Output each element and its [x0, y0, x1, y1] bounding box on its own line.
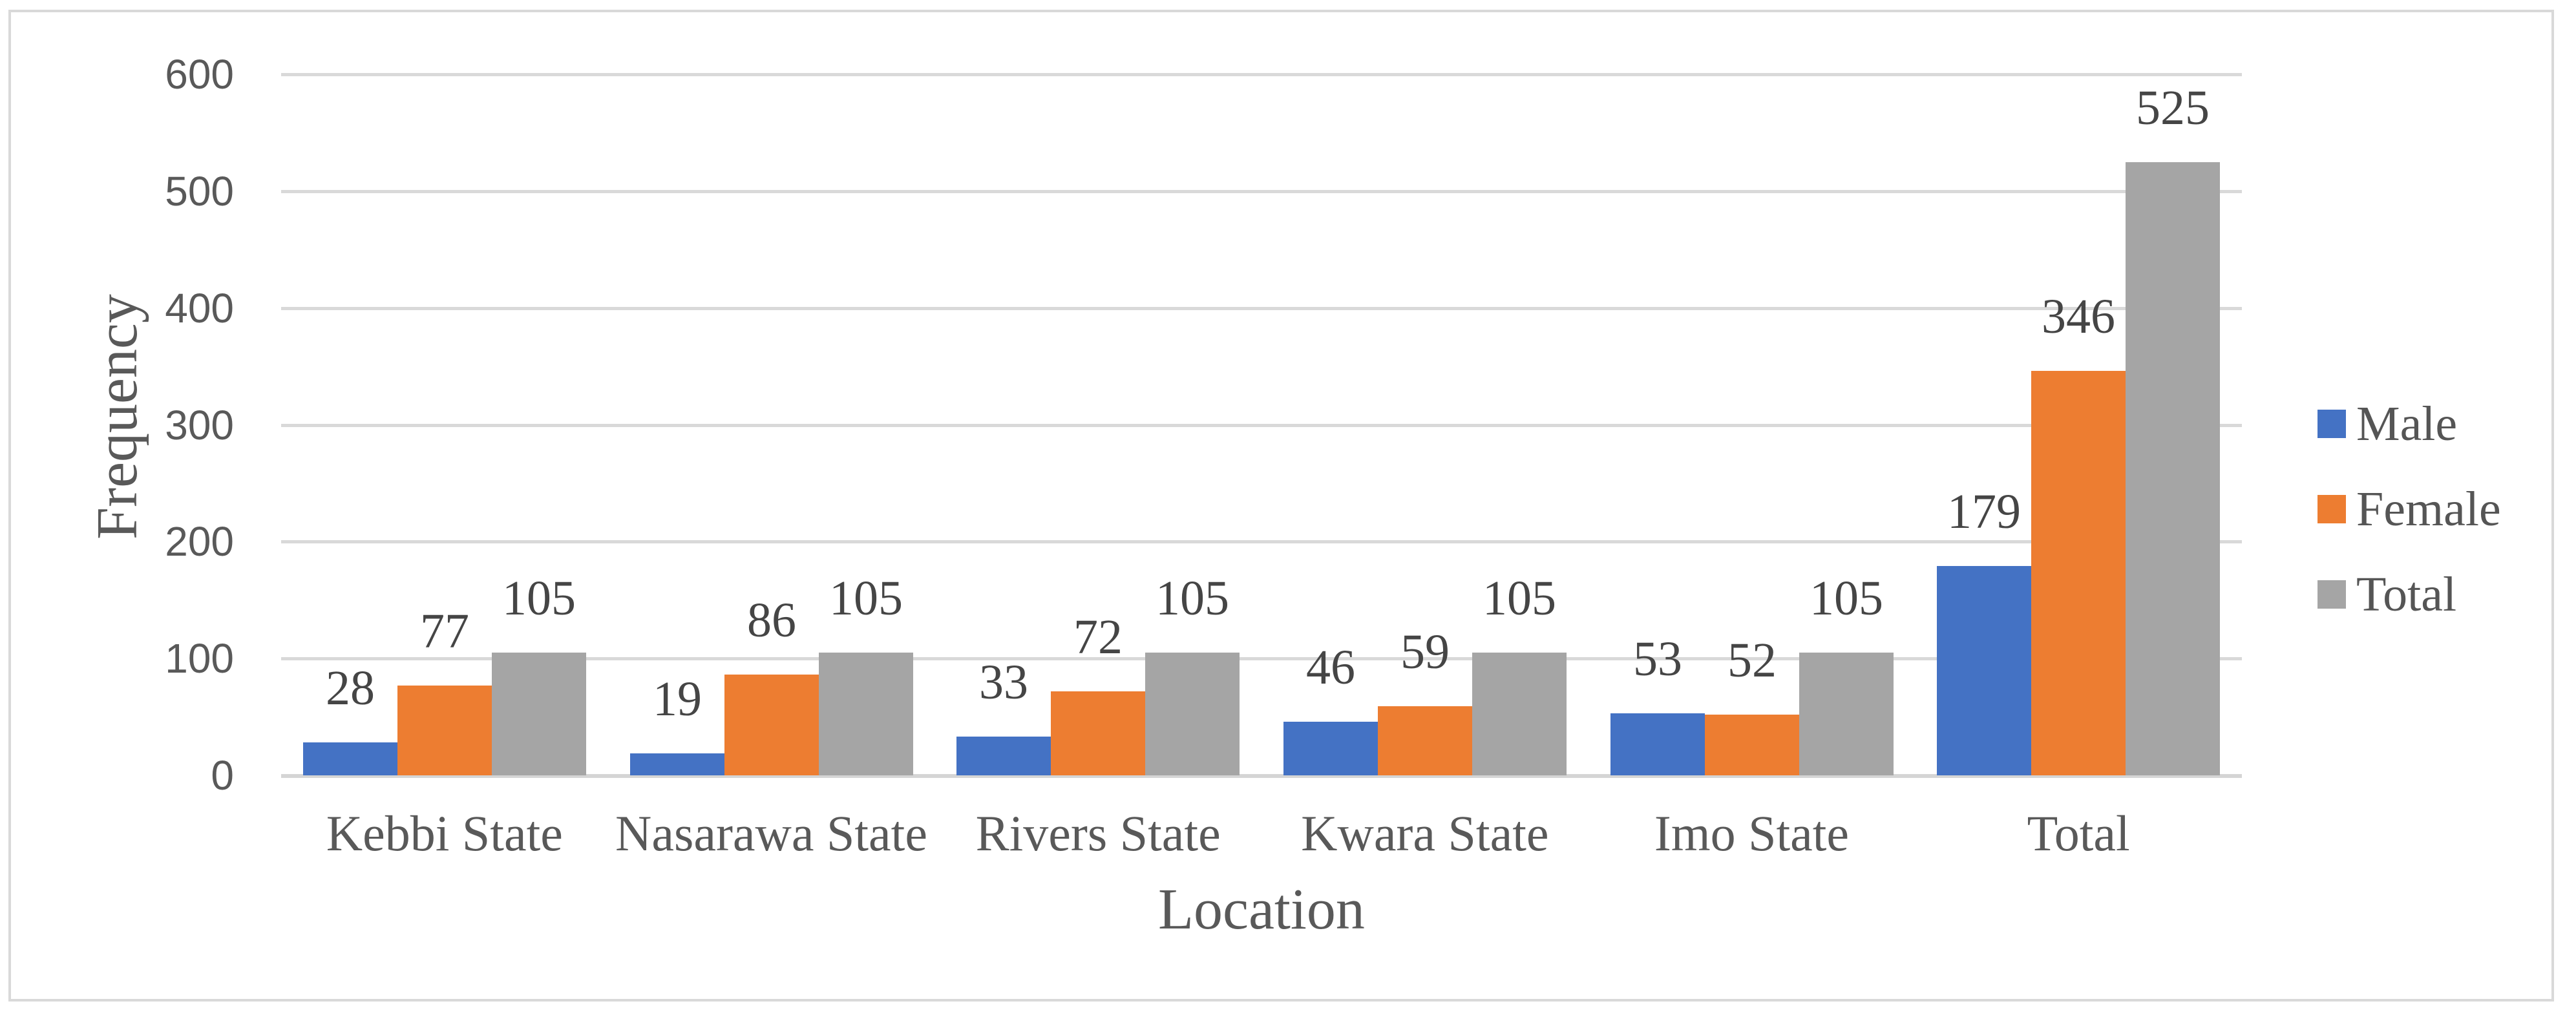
bar-female-total: [2031, 371, 2126, 775]
y-tick-300: 300: [165, 401, 234, 448]
x-axis-title: Location: [1158, 877, 1365, 941]
data-label-total-kwara-state: 105: [1483, 571, 1556, 625]
x-tick-rivers-state: Rivers State: [975, 805, 1221, 861]
legend-swatch-total: [2317, 580, 2346, 609]
y-tick-0: 0: [211, 752, 234, 799]
gridline-500: [281, 189, 2242, 193]
data-label-total-kebbi-state: 105: [502, 571, 576, 625]
bar-female-rivers-state: [1051, 691, 1145, 775]
legend-swatch-male: [2317, 410, 2346, 438]
legend-label-male: Male: [2356, 397, 2458, 451]
bar-male-rivers-state: [956, 737, 1051, 775]
gridline-300: [281, 423, 2242, 427]
bar-total-nasarawa-state: [819, 653, 913, 775]
legend-item-female: Female: [2317, 481, 2501, 538]
x-tick-nasarawa-state: Nasarawa State: [615, 805, 927, 861]
legend-label-total: Total: [2356, 567, 2457, 622]
bar-total-kwara-state: [1472, 653, 1567, 775]
x-tick-kebbi-state: Kebbi State: [326, 805, 563, 861]
y-tick-200: 200: [165, 518, 234, 565]
bar-male-imo-state: [1610, 713, 1705, 775]
gridline-100: [281, 657, 2242, 661]
bar-total-total: [2126, 162, 2220, 775]
bar-female-imo-state: [1705, 715, 1799, 775]
data-label-male-nasarawa-state: 19: [653, 672, 702, 726]
legend-label-female: Female: [2356, 482, 2501, 536]
y-tick-500: 500: [165, 167, 234, 215]
data-label-male-total: 179: [1947, 485, 2021, 539]
data-label-female-total: 346: [2042, 289, 2115, 344]
data-label-female-kwara-state: 59: [1400, 625, 1450, 679]
data-label-female-imo-state: 52: [1727, 633, 1777, 687]
x-axis-line: [281, 774, 2242, 778]
gridline-600: [281, 73, 2242, 76]
gridline-400: [281, 306, 2242, 310]
data-label-total-rivers-state: 105: [1156, 571, 1229, 625]
gridline-200: [281, 540, 2242, 544]
y-axis-title: Frequency: [85, 294, 149, 540]
data-label-male-kebbi-state: 28: [326, 661, 375, 715]
x-tick-imo-state: Imo State: [1654, 805, 1850, 861]
bar-male-kebbi-state: [303, 742, 397, 775]
data-label-male-imo-state: 53: [1633, 632, 1682, 686]
y-tick-100: 100: [165, 635, 234, 682]
y-tick-600: 600: [165, 51, 234, 98]
legend: Male Female Total: [2317, 395, 2501, 623]
x-tick-total: Total: [2027, 805, 2130, 861]
data-label-total-imo-state: 105: [1810, 571, 1883, 625]
data-label-female-nasarawa-state: 86: [747, 593, 796, 647]
bar-total-kebbi-state: [492, 653, 586, 775]
bar-male-total: [1937, 566, 2031, 775]
x-tick-kwara-state: Kwara State: [1301, 805, 1549, 861]
bar-male-nasarawa-state: [630, 753, 724, 775]
data-label-female-rivers-state: 72: [1073, 610, 1123, 664]
bar-female-kwara-state: [1378, 706, 1472, 775]
y-tick-400: 400: [165, 284, 234, 331]
bar-female-nasarawa-state: [724, 675, 819, 775]
data-label-total-total: 525: [2136, 81, 2210, 135]
legend-item-male: Male: [2317, 395, 2501, 452]
data-label-female-kebbi-state: 77: [420, 604, 469, 658]
bar-female-kebbi-state: [397, 686, 492, 775]
data-label-male-rivers-state: 33: [979, 655, 1028, 709]
data-label-male-kwara-state: 46: [1306, 640, 1355, 695]
legend-item-total: Total: [2317, 566, 2501, 623]
bar-total-rivers-state: [1145, 653, 1240, 775]
bar-total-imo-state: [1799, 653, 1894, 775]
data-label-total-nasarawa-state: 105: [829, 571, 903, 625]
legend-swatch-female: [2317, 495, 2346, 523]
bar-male-kwara-state: [1283, 722, 1378, 775]
